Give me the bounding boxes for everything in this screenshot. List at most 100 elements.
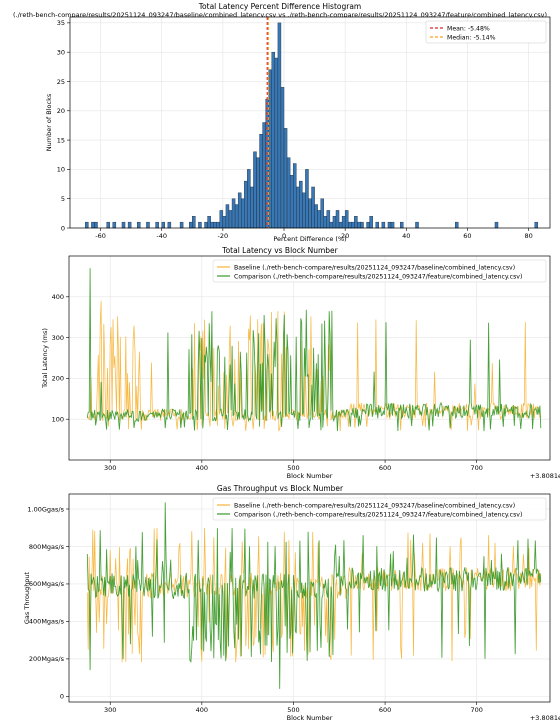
histogram-bar <box>244 180 248 229</box>
histogram-bar <box>106 221 110 229</box>
histogram-bar <box>320 198 324 229</box>
histogram-bar <box>280 87 285 229</box>
x-tick-label: 500 <box>287 706 299 714</box>
histogram-bar <box>344 210 349 229</box>
x-tick-label: 400 <box>196 706 208 714</box>
series-line-baseline <box>87 300 542 432</box>
throughput-line-chart: Gas Throughput vs Block Number 300 400 500 6… <box>23 484 560 720</box>
histogram-bar <box>192 216 196 229</box>
histogram-bar <box>241 198 245 229</box>
histogram-bar <box>302 192 306 229</box>
histogram-bar <box>369 216 373 229</box>
chart-title: Total Latency vs Block Number <box>221 246 338 255</box>
histogram-bar <box>231 198 236 229</box>
histogram-bar <box>357 221 361 229</box>
legend-box <box>425 20 547 44</box>
y-tick-label: 20 <box>57 107 65 115</box>
chart-title: Gas Throughput vs Block Number <box>217 484 344 493</box>
x-axis-label: Block Number <box>287 472 333 480</box>
x-tick-label: 0 <box>282 232 286 240</box>
x-tick-label: 300 <box>104 706 116 714</box>
y-tick-label: 100 <box>52 416 64 424</box>
x-tick-label: 80 <box>524 232 532 240</box>
x-tick-label: 700 <box>470 706 482 714</box>
histogram-bar <box>94 221 98 229</box>
histogram-bar <box>189 221 193 229</box>
histogram-bar <box>228 210 233 229</box>
histogram-bar <box>317 210 321 229</box>
y-axis-label: Gas Throughput <box>23 571 31 624</box>
histogram-bar <box>314 204 318 229</box>
histogram-bar <box>329 221 334 229</box>
axes-frame <box>68 493 551 703</box>
histogram-bar <box>179 221 184 229</box>
histogram-bar <box>271 51 276 229</box>
histogram-bar <box>268 69 272 229</box>
y-axis-label: Total Latency (ms) <box>41 328 49 389</box>
x-tick-label: 300 <box>104 464 116 472</box>
y-tick-label: 600Mgas/s <box>29 580 65 588</box>
legend-label: Median: -5.14% <box>447 34 496 41</box>
y-tick-label: 35 <box>57 19 65 27</box>
histogram-bar <box>213 221 217 229</box>
histogram-bar <box>219 210 224 229</box>
histogram-bar <box>360 221 364 229</box>
histogram-bar <box>216 221 221 229</box>
y-tick-label: 400Mgas/s <box>29 618 65 626</box>
histogram-bar <box>381 221 386 229</box>
histogram-bar <box>415 221 419 229</box>
chart-subtitle: (./reth-bench-compare/results/20251124_0… <box>13 11 547 19</box>
y-tick-label: 300 <box>52 334 64 342</box>
histogram-bar <box>204 221 208 229</box>
histogram-bar <box>167 221 172 229</box>
histogram-bar <box>112 221 117 229</box>
histogram-bar <box>305 169 309 229</box>
series-line-baseline <box>86 527 542 663</box>
histogram-bar <box>146 221 150 229</box>
histogram-bar <box>387 221 392 229</box>
x-tick-label: 600 <box>379 706 391 714</box>
y-tick-label: 30 <box>57 48 65 56</box>
histogram-bar <box>326 210 331 229</box>
histogram-bar <box>85 221 89 229</box>
histogram-bar <box>274 57 279 229</box>
histogram-bar <box>308 198 312 229</box>
histogram-bar <box>137 221 141 229</box>
histogram-bar <box>390 221 395 229</box>
histogram-bar <box>311 186 315 229</box>
histogram-bar <box>256 157 260 229</box>
histogram-bar <box>332 216 337 229</box>
histogram-bar <box>234 204 239 229</box>
legend-box <box>212 259 547 283</box>
legend-label: Comparison (./reth-bench-compare/results… <box>234 511 522 518</box>
histogram-bar <box>250 186 254 229</box>
histogram-bar <box>277 22 282 229</box>
histogram-bar <box>296 186 300 229</box>
legend-box <box>212 497 547 521</box>
histogram-bar <box>351 221 355 229</box>
y-tick-label: 1.00Ggas/s <box>27 505 64 513</box>
x-offset-label: +3.8081e7 <box>530 472 560 480</box>
y-tick-label: 10 <box>57 166 65 174</box>
y-tick-label: 15 <box>57 136 65 144</box>
x-tick-label: 500 <box>287 464 299 472</box>
x-axis-label: Block Number <box>287 714 333 720</box>
x-tick-label: -20 <box>218 232 229 240</box>
histogram-bar <box>292 163 297 229</box>
axes-frame <box>68 255 551 461</box>
histogram-bar <box>534 221 538 229</box>
histogram-bar <box>338 221 343 229</box>
series-line-comparison <box>86 502 542 689</box>
y-tick-label: 0 <box>61 224 65 232</box>
x-offset-label: +3.8081e7 <box>530 714 560 720</box>
histogram-bar <box>283 128 288 229</box>
y-tick-label: 25 <box>57 78 65 86</box>
histogram-bar <box>335 210 340 229</box>
histogram-bar <box>210 221 214 229</box>
y-tick-label: 400 <box>52 293 64 301</box>
histogram-bar <box>366 221 370 229</box>
plot-area <box>70 17 550 228</box>
x-tick-label: -60 <box>95 232 106 240</box>
histogram-bar <box>198 221 202 229</box>
